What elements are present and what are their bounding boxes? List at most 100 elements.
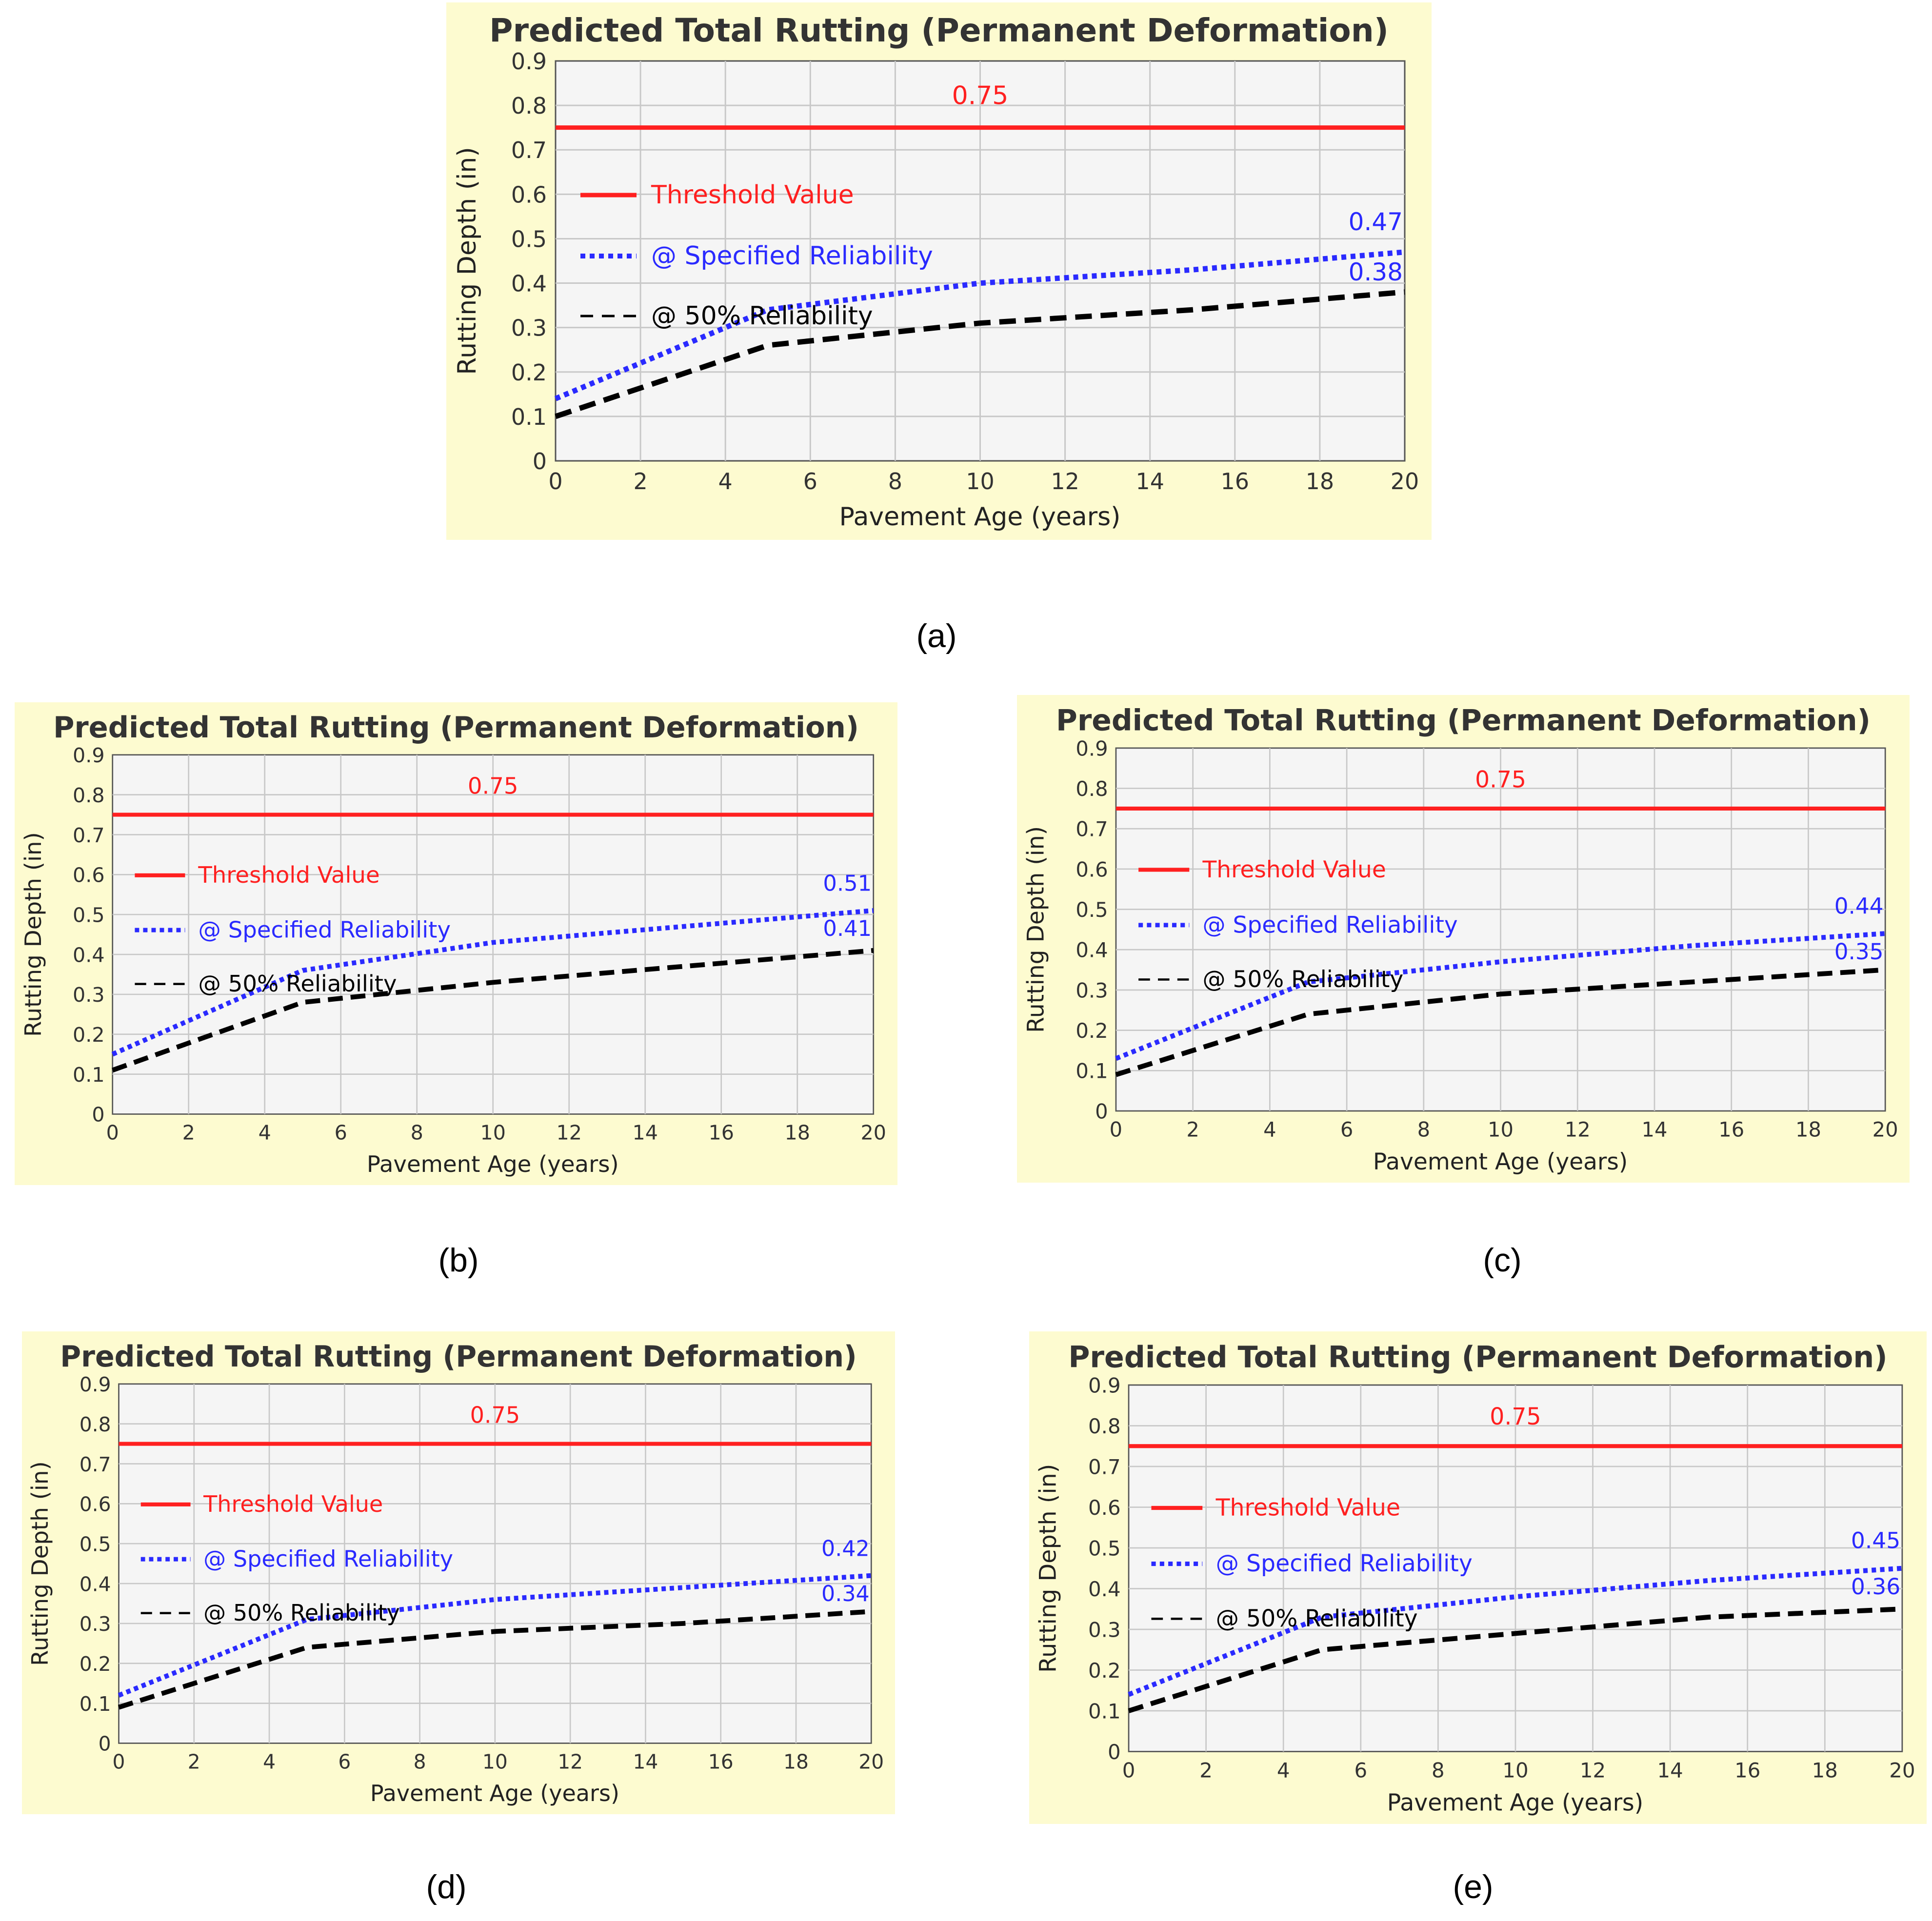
y-tick-label: 0.6 — [80, 1492, 111, 1516]
y-tick-label: 0.8 — [80, 1413, 111, 1436]
series-50-reliability-line — [555, 289, 1405, 419]
y-tick-label: 0.6 — [511, 181, 547, 208]
threshold-group: 0.75 — [1129, 1404, 1902, 1448]
y-tick-label: 0 — [533, 448, 547, 475]
y-tick-label: 0.6 — [1088, 1496, 1121, 1520]
specified-reliability-end-label: 0.44 — [1834, 893, 1884, 919]
x-tick-label: 0 — [548, 468, 562, 495]
y-tick-labels: 0 0.1 0.2 0.3 0.4 0.5 0.6 0.7 0.8 0.9 — [73, 744, 105, 1127]
legend: Threshold Value @ Specified Reliability … — [135, 862, 451, 997]
x-tick-label: 2 — [1186, 1118, 1199, 1142]
x-tick-label: 2 — [188, 1750, 200, 1773]
x-tick-label: 4 — [1277, 1759, 1290, 1782]
x-tick-label: 0 — [1122, 1759, 1135, 1782]
x-tick-label: 10 — [480, 1121, 505, 1145]
x-tick-label: 14 — [1657, 1759, 1683, 1782]
x-tick-labels: 0 2 4 6 8 10 12 14 16 18 20 — [1110, 1118, 1898, 1142]
x-tick-label: 18 — [1306, 468, 1334, 495]
y-tick-label: 0.3 — [1088, 1618, 1121, 1642]
series-specified-reliability-line — [1128, 1565, 1903, 1697]
x-tick-label: 2 — [1199, 1759, 1213, 1782]
x-tick-label: 18 — [783, 1750, 809, 1773]
x-tick-label: 8 — [1432, 1759, 1445, 1782]
chart-c: Predicted Total Rutting (Permanent Defor… — [1017, 695, 1910, 1183]
specified-reliability-end-label: 0.45 — [1851, 1527, 1900, 1553]
legend: Threshold Value @ Specified Reliability … — [580, 180, 933, 331]
y-tick-label: 0.1 — [1076, 1059, 1108, 1083]
x-tick-label: 4 — [718, 468, 733, 495]
y-tick-label: 0.2 — [73, 1023, 105, 1047]
y-tick-label: 0.4 — [1088, 1577, 1121, 1601]
x-tick-label: 2 — [633, 468, 647, 495]
y-tick-label: 0.5 — [511, 226, 547, 252]
y-tick-label: 0.7 — [1076, 817, 1108, 841]
y-tick-label: 0.3 — [80, 1612, 111, 1636]
y-tick-label: 0.1 — [1088, 1699, 1121, 1723]
y-tick-label: 0.5 — [1088, 1536, 1121, 1560]
x-tick-label: 20 — [858, 1750, 884, 1773]
series-group: 0.42 0.34 — [118, 1536, 872, 1710]
x-tick-label: 20 — [1889, 1759, 1915, 1782]
legend-threshold-label: Threshold Value — [1215, 1494, 1400, 1521]
x-tick-label: 2 — [182, 1121, 195, 1145]
series-group: 0.45 0.36 — [1128, 1527, 1903, 1713]
legend: Threshold Value @ Specified Reliability … — [140, 1491, 453, 1626]
caption-b: (b) — [438, 1242, 479, 1279]
caption-a: (a) — [916, 617, 957, 654]
threshold-group: 0.75 — [119, 1402, 872, 1446]
y-tick-label: 0.1 — [80, 1692, 111, 1716]
x-tick-label: 12 — [556, 1121, 581, 1145]
y-tick-label: 0.7 — [511, 137, 547, 163]
y-tick-label: 0.7 — [73, 824, 105, 847]
y-tick-label: 0 — [1095, 1099, 1108, 1123]
y-tick-label: 0.3 — [511, 315, 547, 341]
x-tick-label: 8 — [411, 1121, 423, 1145]
x-tick-label: 20 — [1872, 1118, 1898, 1142]
legend-specified-reliability-label: @ Specified Reliability — [198, 917, 451, 943]
y-tick-label: 0.3 — [73, 983, 105, 1007]
y-axis-label: Rutting Depth (in) — [1022, 826, 1049, 1033]
x-tick-label: 18 — [1812, 1759, 1838, 1782]
legend-threshold-label: Threshold Value — [203, 1491, 383, 1517]
y-tick-label: 0.3 — [1076, 978, 1108, 1002]
x-tick-labels: 0 2 4 6 8 10 12 14 16 18 20 — [1122, 1759, 1915, 1782]
x-tick-label: 6 — [1354, 1759, 1367, 1782]
series-50-reliability-line — [1115, 967, 1886, 1077]
threshold-label: 0.75 — [1475, 766, 1526, 793]
caption-c: (c) — [1483, 1242, 1522, 1279]
series-50-reliability-line — [118, 1609, 872, 1710]
x-axis-label: Pavement Age (years) — [1373, 1149, 1628, 1175]
x-tick-label: 18 — [1795, 1118, 1821, 1142]
specified-reliability-end-label: 0.42 — [821, 1536, 870, 1561]
x-axis-label: Pavement Age (years) — [367, 1151, 619, 1178]
50-reliability-end-label: 0.35 — [1834, 939, 1884, 965]
legend-50-reliability-label: @ 50% Reliability — [1202, 966, 1403, 993]
legend-50-reliability-label: @ 50% Reliability — [1216, 1605, 1418, 1632]
y-tick-label: 0.2 — [80, 1652, 111, 1676]
50-reliability-end-label: 0.41 — [823, 915, 872, 941]
y-tick-label: 0.4 — [80, 1572, 111, 1596]
y-axis-label: Rutting Depth (in) — [453, 147, 482, 375]
threshold-label: 0.75 — [468, 773, 518, 799]
y-tick-label: 0.2 — [1088, 1659, 1121, 1683]
x-tick-label: 16 — [708, 1121, 734, 1145]
y-tick-label: 0.5 — [80, 1532, 111, 1556]
x-tick-label: 0 — [113, 1750, 125, 1773]
chart-title: Predicted Total Rutting (Permanent Defor… — [1068, 1340, 1887, 1374]
x-tick-label: 4 — [259, 1121, 271, 1145]
legend: Threshold Value @ Specified Reliability … — [1151, 1494, 1473, 1632]
y-tick-label: 0.1 — [511, 404, 547, 430]
y-axis-label: Rutting Depth (in) — [20, 832, 47, 1037]
x-tick-label: 12 — [558, 1750, 583, 1773]
x-axis-label: Pavement Age (years) — [839, 502, 1121, 532]
x-tick-label: 20 — [1391, 468, 1419, 495]
y-tick-label: 0.5 — [1076, 898, 1108, 922]
caption-e: (e) — [1453, 1868, 1494, 1905]
y-tick-label: 0 — [92, 1103, 104, 1127]
legend-50-reliability-label: @ 50% Reliability — [203, 1600, 400, 1626]
threshold-label: 0.75 — [952, 81, 1009, 111]
chart-title: Predicted Total Rutting (Permanent Defor… — [53, 711, 859, 744]
x-tick-label: 6 — [803, 468, 817, 495]
x-tick-label: 6 — [335, 1121, 347, 1145]
y-tick-label: 0.2 — [511, 359, 547, 386]
